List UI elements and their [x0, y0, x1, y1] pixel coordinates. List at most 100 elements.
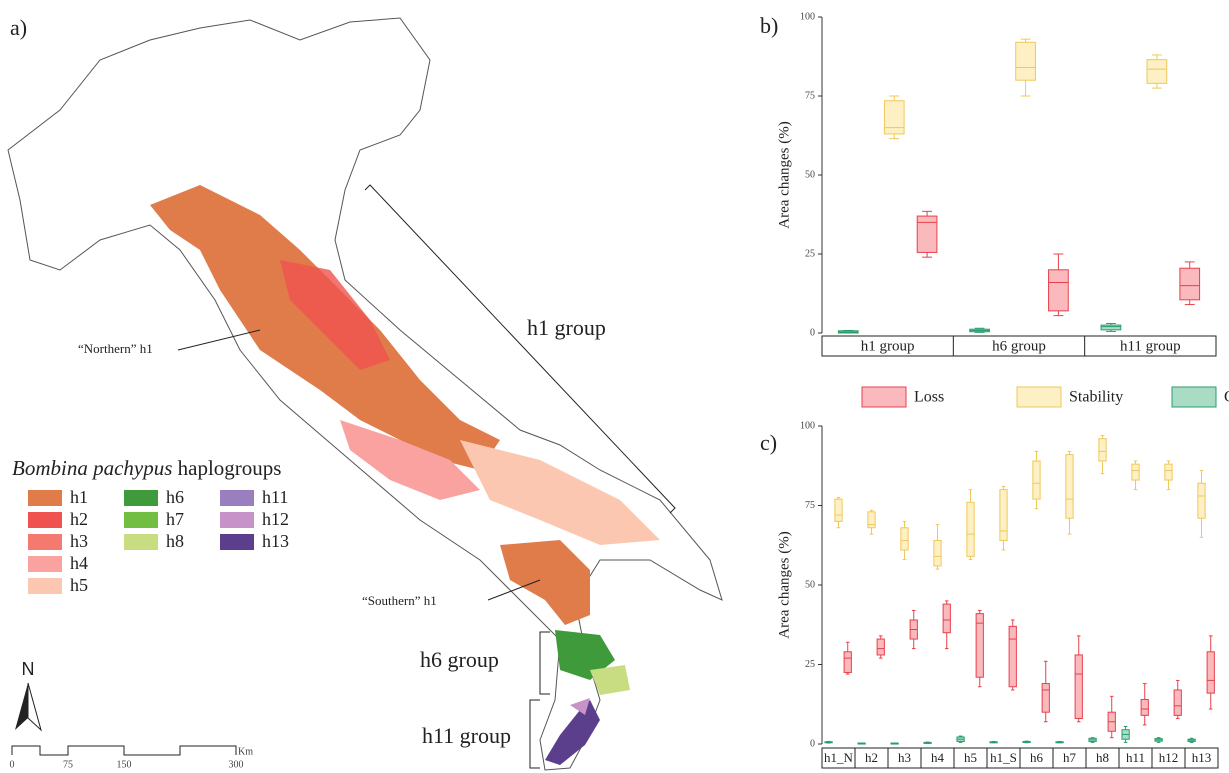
box	[1066, 455, 1073, 519]
y-tick-label: 75	[805, 500, 815, 511]
h1-south-area	[500, 540, 590, 625]
scale-label: 300	[229, 759, 244, 770]
legend-label: Stability	[1069, 389, 1123, 406]
box	[1132, 464, 1139, 480]
legend-label: h1	[70, 487, 88, 507]
x-tick-label: h12	[1159, 750, 1179, 765]
h5-area	[460, 440, 660, 545]
box	[1033, 461, 1040, 499]
legend-swatch	[124, 534, 158, 550]
legend-swatch	[862, 387, 906, 407]
annotation: h6 group	[420, 647, 499, 672]
box	[1174, 690, 1181, 715]
x-tick-label: h1_N	[824, 750, 854, 765]
scale-label: 150	[117, 759, 132, 770]
box	[967, 502, 974, 556]
box	[868, 512, 875, 528]
annotation: “Southern” h1	[362, 593, 437, 608]
y-axis-label: Area changes (%)	[776, 121, 792, 228]
x-tick-label: h2	[865, 750, 878, 765]
box	[1180, 268, 1200, 300]
scale-bar	[12, 746, 236, 755]
y-tick-label: 25	[805, 659, 815, 670]
figure: a) “Northern” h1 “Southern” h1 h1 group …	[0, 0, 1229, 773]
y-tick-label: 0	[810, 327, 815, 338]
x-tick-label: h11	[1126, 750, 1145, 765]
x-tick-label: h5	[964, 750, 977, 765]
scale-unit: Km	[238, 746, 253, 757]
box	[1101, 325, 1121, 330]
legend-swatch	[124, 512, 158, 528]
y-tick-label: 50	[805, 169, 815, 180]
legend-title-italic: Bombina pachypus	[12, 456, 172, 480]
legend-title-rest: haplogroups	[172, 456, 281, 480]
box	[844, 652, 851, 673]
leader	[178, 330, 260, 350]
h13-area	[545, 700, 600, 765]
legend-label: h11	[262, 487, 288, 507]
box	[917, 216, 937, 252]
y-axis-label: Area changes (%)	[776, 531, 792, 638]
bracket	[530, 700, 540, 768]
box	[1165, 464, 1172, 480]
legend-label: h8	[166, 531, 184, 551]
legend-swatch	[28, 556, 62, 572]
x-tick-label: h1 group	[861, 338, 915, 354]
x-tick-label: h1_S	[990, 750, 1017, 765]
legend-label: h7	[166, 509, 184, 529]
legend-label: h2	[70, 509, 88, 529]
x-tick-label: h3	[898, 750, 911, 765]
legend-swatch	[28, 512, 62, 528]
legend-swatch	[220, 512, 254, 528]
legend-swatch	[28, 534, 62, 550]
x-tick-label: h6	[1030, 750, 1044, 765]
box	[1016, 42, 1036, 80]
x-tick-label: h11 group	[1120, 338, 1181, 354]
legend-label: h5	[70, 575, 88, 595]
y-tick-label: 75	[805, 90, 815, 101]
box	[1141, 699, 1148, 715]
bracket	[540, 632, 550, 694]
y-tick-label: 25	[805, 248, 815, 259]
x-tick-label: h7	[1063, 750, 1077, 765]
x-tick-label: h8	[1096, 750, 1109, 765]
scale-label: 75	[63, 759, 73, 770]
legend-label: Gain	[1224, 389, 1229, 406]
panel-label: c)	[760, 430, 777, 455]
box	[1049, 270, 1069, 311]
box	[1042, 684, 1049, 713]
box	[943, 604, 950, 633]
box	[1099, 439, 1106, 461]
legend-swatch	[1172, 387, 1216, 407]
x-tick-label: h13	[1192, 750, 1212, 765]
panel-label: a)	[10, 15, 27, 40]
y-tick-label: 100	[800, 11, 815, 22]
legend-label: h4	[70, 553, 88, 573]
y-tick-label: 50	[805, 579, 815, 590]
annotation: h11 group	[422, 723, 511, 748]
box	[835, 499, 842, 521]
box	[1000, 490, 1007, 541]
legend-label: h12	[262, 509, 289, 529]
annotation: h1 group	[527, 315, 606, 340]
box	[901, 528, 908, 550]
x-tick-label: h4	[931, 750, 945, 765]
h8-area	[590, 665, 630, 695]
box	[1207, 652, 1214, 693]
legend-swatch	[1017, 387, 1061, 407]
box	[884, 101, 904, 134]
legend-title: Bombina pachypus haplogroups	[12, 456, 281, 480]
legend-label: h13	[262, 531, 289, 551]
box	[1198, 483, 1205, 518]
north-arrow	[28, 683, 41, 730]
y-tick-label: 100	[800, 420, 815, 431]
north-label: N	[22, 659, 35, 679]
map: a) “Northern” h1 “Southern” h1 h1 group …	[8, 15, 722, 770]
scale-label: 0	[10, 759, 15, 770]
legend-swatch	[220, 490, 254, 506]
x-tick-label: h6 group	[992, 338, 1046, 354]
legend-swatch	[28, 578, 62, 594]
y-tick-label: 0	[810, 738, 815, 749]
box	[1075, 655, 1082, 719]
legend-swatch	[124, 490, 158, 506]
